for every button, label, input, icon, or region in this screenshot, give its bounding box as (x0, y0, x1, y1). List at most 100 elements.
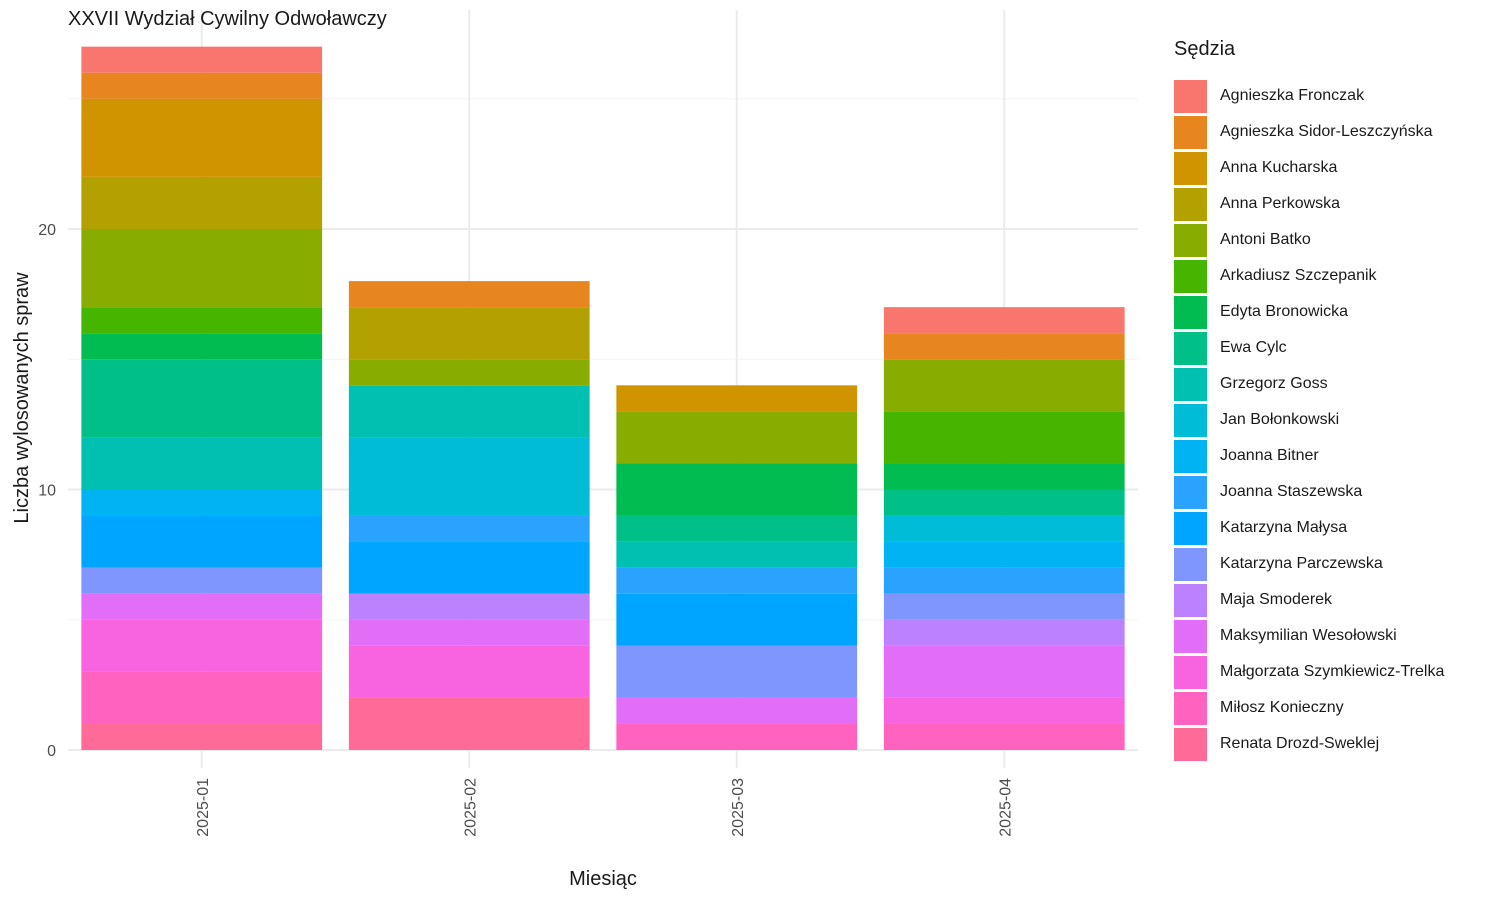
y-tick-labels: 0 10 20 (38, 222, 56, 760)
legend-item: Antoni Batko (1174, 222, 1444, 258)
legend-item: Renata Drozd-Sweklej (1174, 726, 1444, 762)
bar-segment (81, 98, 323, 177)
bar-segment (81, 723, 323, 750)
legend-swatch (1174, 655, 1207, 689)
bar-segment (81, 489, 323, 516)
legend-swatch (1174, 439, 1207, 473)
legend-item: Grzegorz Goss (1174, 366, 1444, 402)
legend-label: Małgorzata Szymkiewicz-Trelka (1220, 663, 1445, 680)
legend-label: Maja Smoderek (1220, 591, 1333, 608)
bar-segment (883, 619, 1125, 646)
legend-swatch (1174, 403, 1207, 437)
x-tick-label: 2025-02 (462, 778, 479, 837)
bar-segment (616, 723, 858, 750)
bar-segment (81, 333, 323, 360)
bar-segment (348, 359, 590, 386)
bar-segment (348, 593, 590, 620)
bar-segment (883, 593, 1125, 620)
legend-swatch (1174, 511, 1207, 545)
legend-item: Anna Kucharska (1174, 150, 1444, 186)
legend-swatch (1174, 547, 1207, 581)
bar-segment (616, 411, 858, 464)
bar-segment (81, 229, 323, 308)
legend-swatch (1174, 691, 1207, 725)
bar-segment (348, 515, 590, 542)
legend-label: Maksymilian Wesołowski (1220, 627, 1397, 644)
bar-segment (883, 645, 1125, 698)
bar-segment (883, 463, 1125, 490)
bar-segment (616, 515, 858, 542)
bar-segment (883, 723, 1125, 750)
legend-item: Katarzyna Parczewska (1174, 546, 1444, 582)
legend-item: Jan Bołonkowski (1174, 402, 1444, 438)
legend-label: Miłosz Konieczny (1220, 699, 1344, 716)
legend-label: Anna Perkowska (1220, 195, 1341, 212)
legend-label: Katarzyna Małysa (1220, 519, 1348, 536)
legend-item: Arkadiusz Szczepanik (1174, 258, 1444, 294)
legend-label: Agnieszka Sidor-Leszczyńska (1220, 123, 1433, 140)
legend-swatch (1174, 79, 1207, 113)
bar-segment (883, 697, 1125, 724)
bar-segment (883, 489, 1125, 516)
legend-label: Antoni Batko (1220, 231, 1311, 248)
legend-swatch (1174, 475, 1207, 509)
legend-swatch (1174, 367, 1207, 401)
bar-segment (883, 307, 1125, 334)
legend-item: Anna Perkowska (1174, 186, 1444, 222)
bar-segment (81, 46, 323, 73)
legend-label: Edyta Bronowicka (1220, 303, 1349, 320)
bar-segment (348, 619, 590, 646)
bar-segment (616, 593, 858, 646)
legend-label: Joanna Staszewska (1220, 483, 1363, 500)
legend-item: Agnieszka Fronczak (1174, 78, 1444, 114)
bar-segment (81, 307, 323, 334)
legend-label: Grzegorz Goss (1220, 375, 1328, 392)
legend-swatch (1174, 727, 1207, 761)
bar-segment (81, 176, 323, 229)
bar-segment (883, 567, 1125, 594)
bar-segment (616, 567, 858, 594)
bar-segment (81, 437, 323, 490)
bar-segment (883, 411, 1125, 464)
bar-segment (348, 307, 590, 360)
bar-segment (348, 645, 590, 698)
legend-item: Katarzyna Małysa (1174, 510, 1444, 546)
legend-title: Sędzia (1174, 38, 1236, 60)
legend-swatch (1174, 187, 1207, 221)
legend-label: Joanna Bitner (1220, 447, 1319, 464)
bar-segment (81, 619, 323, 672)
legend-swatch (1174, 115, 1207, 149)
legend-swatch (1174, 223, 1207, 257)
bar-segment (883, 515, 1125, 542)
legend-swatch (1174, 583, 1207, 617)
x-axis-label: Miesiąc (569, 868, 637, 890)
x-tick-label: 2025-01 (195, 778, 212, 837)
legend-item: Małgorzata Szymkiewicz-Trelka (1174, 654, 1444, 690)
chart-title: XXVII Wydział Cywilny Odwoławczy (68, 8, 387, 30)
legend-label: Katarzyna Parczewska (1220, 555, 1383, 572)
bar-segment (616, 541, 858, 568)
y-axis-label: Liczba wylosowanych spraw (11, 272, 33, 524)
legend-items: Agnieszka Fronczak Agnieszka Sidor-Leszcz… (1174, 78, 1444, 762)
bar-segment (81, 671, 323, 724)
legend: Sędzia Agnieszka Fronczak Agnieszka Sidor… (1174, 38, 1444, 762)
legend-label: Anna Kucharska (1220, 159, 1338, 176)
legend-swatch (1174, 295, 1207, 329)
legend-item: Maksymilian Wesołowski (1174, 618, 1444, 654)
bar-segment (883, 359, 1125, 412)
legend-label: Jan Bołonkowski (1220, 411, 1340, 428)
bar-segment (81, 567, 323, 594)
x-tick-label: 2025-03 (730, 778, 747, 837)
legend-item: Joanna Bitner (1174, 438, 1444, 474)
bar-segment (348, 437, 590, 516)
bar-segment (81, 359, 323, 438)
bar-segment (616, 463, 858, 516)
bar-segment (81, 72, 323, 99)
legend-item: Joanna Staszewska (1174, 474, 1444, 510)
legend-item: Maja Smoderek (1174, 582, 1444, 618)
legend-swatch (1174, 331, 1207, 365)
y-tick-label: 10 (38, 483, 56, 500)
legend-label: Arkadiusz Szczepanik (1220, 267, 1377, 284)
legend-item: Edyta Bronowicka (1174, 294, 1444, 330)
